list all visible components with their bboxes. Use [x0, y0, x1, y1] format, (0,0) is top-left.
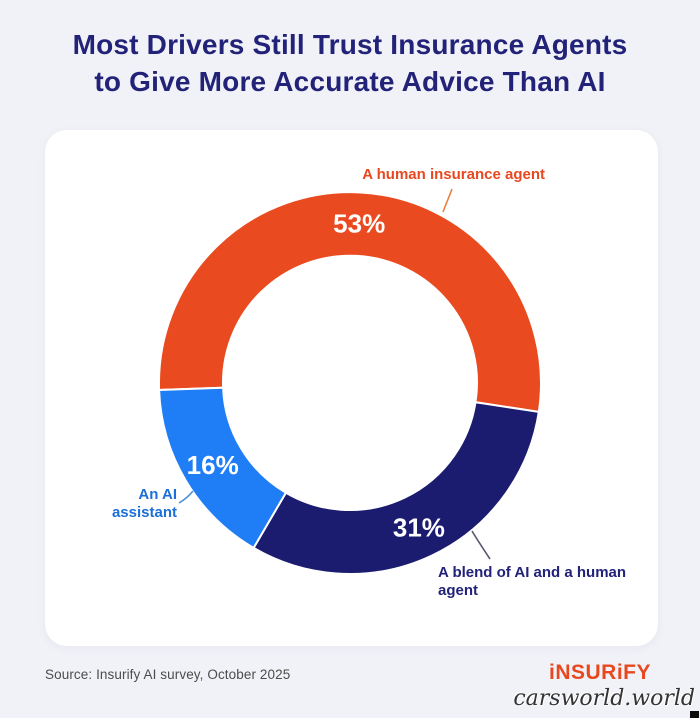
- donut-slice-2: [158, 386, 288, 550]
- corner-mark: [690, 711, 699, 718]
- callout-label-human-agent: A human insurance agent: [362, 166, 545, 183]
- page-title-line-1: Most Drivers Still Trust Insurance Agent…: [72, 29, 628, 60]
- leader-line-ai: [178, 490, 194, 504]
- page-title-line-2: to Give More Accurate Advice Than AI: [94, 66, 606, 97]
- callout-label-blend: A blend of AI and a human agent: [438, 564, 627, 599]
- watermark: carsworld.world: [513, 686, 695, 711]
- source-note: Source: Insurify AI survey, October 2025: [45, 667, 291, 682]
- donut-value-label-2: 16%: [187, 450, 239, 480]
- insurify-logo: iNSURiFY: [548, 661, 651, 684]
- donut-slices: 53% 31% 16%: [158, 191, 542, 576]
- page-title: Most Drivers Still Trust Insurance Agent…: [0, 26, 700, 100]
- donut-slice-0: [158, 191, 542, 414]
- leader-line-human: [442, 188, 453, 213]
- donut-value-label-0: 53%: [333, 208, 385, 238]
- donut-value-label-1: 31%: [393, 512, 445, 542]
- donut-slice-1: [252, 401, 540, 576]
- callout-label-ai-assistant: An AI assistant: [111, 486, 177, 521]
- leader-line-blend: [471, 530, 491, 560]
